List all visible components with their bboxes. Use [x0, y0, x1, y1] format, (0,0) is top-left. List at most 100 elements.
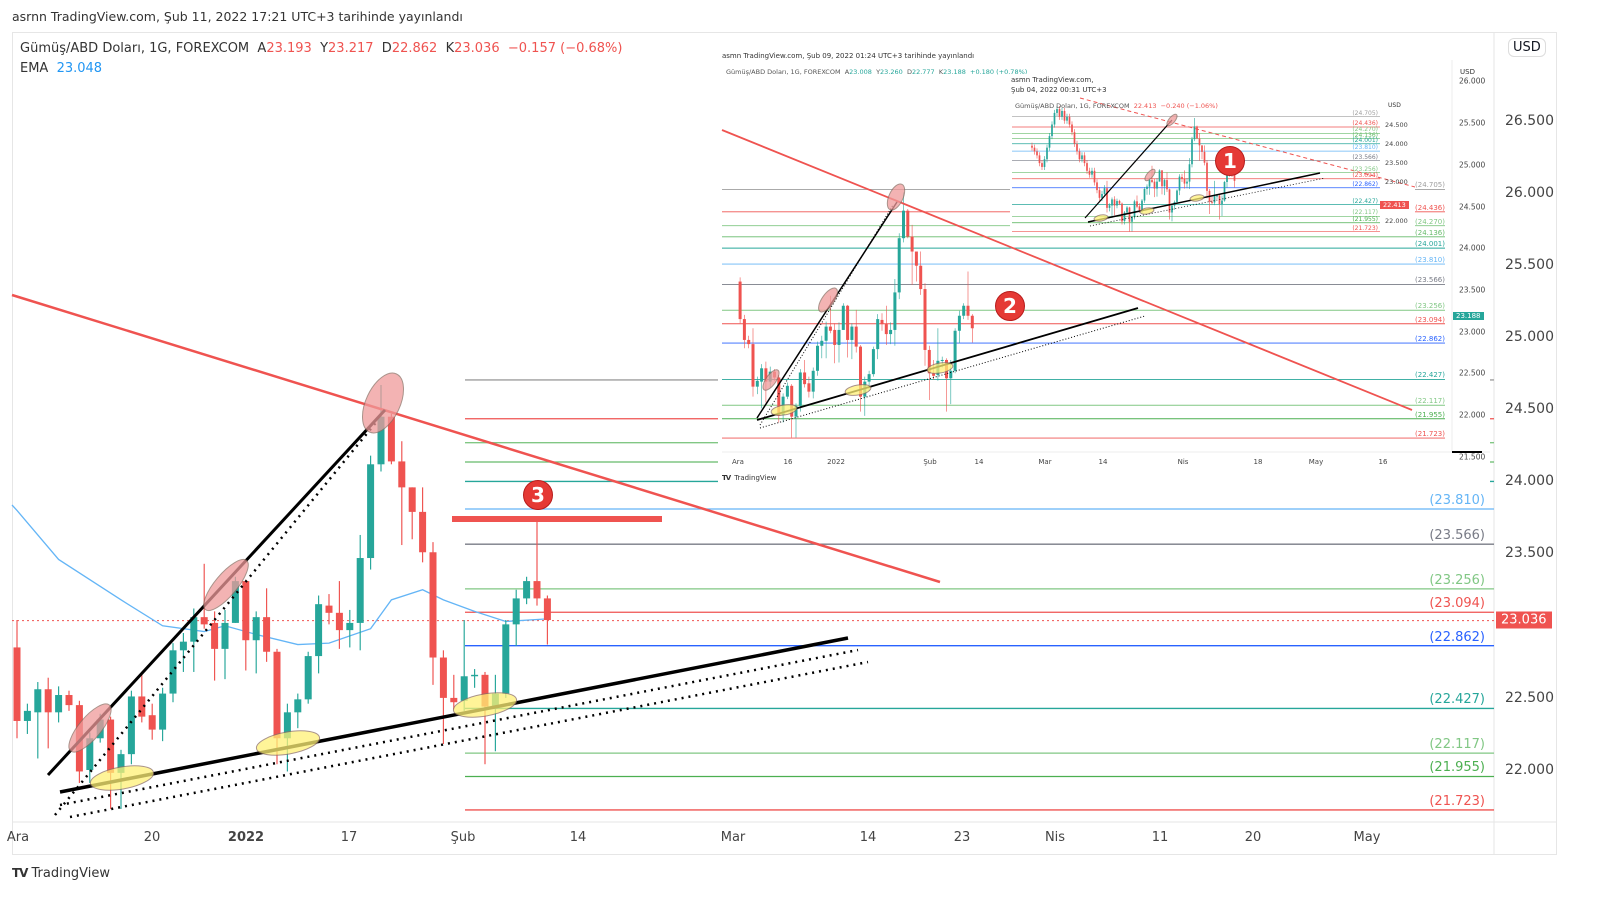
candle-body [794, 405, 798, 417]
candle-body [1191, 139, 1193, 165]
inset-current-price-badge: 23.188 [1453, 311, 1484, 320]
candle-body [1061, 110, 1063, 117]
candle-body [824, 326, 828, 341]
candle-body [1046, 147, 1048, 160]
inner-current-price-badge: 22.413 [1380, 201, 1409, 210]
candle-body [1201, 145, 1203, 152]
candle-body [1116, 200, 1118, 206]
candle-body [325, 605, 333, 613]
currency-selector[interactable]: USD [1508, 38, 1546, 57]
inset-time-axis-label: Mar [1038, 458, 1052, 466]
inset-open-label: A [844, 68, 850, 76]
touch-ellipse [255, 730, 321, 756]
candle-body [502, 624, 510, 694]
candle-body [1051, 124, 1053, 137]
inner-level-label: (24.001) [1352, 136, 1378, 144]
inset-support-dotted-line [759, 315, 1146, 429]
candle-body [481, 674, 489, 707]
ema-line [11, 504, 548, 646]
current-price-badge: 23.036 [1496, 611, 1552, 629]
candle-body [957, 315, 961, 331]
price-axis-label: 22.000 [1505, 762, 1554, 778]
inset-low-label: D [906, 68, 912, 76]
inset-touch-ellipse [886, 183, 906, 211]
time-axis-label: 14 [859, 830, 877, 845]
candle-body [1108, 205, 1111, 208]
candle-body [897, 238, 901, 293]
candle-body [1198, 138, 1201, 146]
inset-time-axis-label: Şub [923, 458, 937, 466]
candle-body [398, 461, 406, 488]
inset-symbol: Gümüş/ABD Doları, 1G, FOREXCOM [726, 68, 841, 76]
inner-touch-ellipse [1189, 194, 1205, 202]
inset-price-axis-label: 22.500 [1459, 368, 1486, 378]
inner-level-label: (22.862) [1352, 180, 1378, 188]
inner-touch-ellipse [1093, 214, 1109, 222]
inset-time-axis-label: 16 [1378, 458, 1388, 466]
level-label: (23.566) [1429, 528, 1485, 544]
inset-time-axis-label: 14 [974, 458, 984, 466]
candle-body [949, 370, 953, 379]
candle-body [367, 464, 375, 559]
rising-trend-dotted-line [54, 419, 379, 816]
inset-level-label: (22.117) [1415, 397, 1445, 406]
inset-legend: Gümüş/ABD Doları, 1G, FOREXCOM A23.008 Y… [726, 68, 1027, 76]
touch-ellipse [361, 372, 405, 434]
candle-body [1158, 170, 1161, 182]
price-axis-label: 24.500 [1505, 401, 1554, 417]
inset-close-value: 23.188 [943, 68, 966, 76]
price-axis-label: 26.000 [1505, 185, 1554, 201]
inner-level-label: (23.566) [1352, 153, 1378, 161]
marker-1: 1 [1215, 146, 1245, 176]
inset-open-value: 23.008 [849, 68, 872, 76]
level-label: (23.094) [1429, 596, 1485, 612]
candle-body [1076, 143, 1078, 152]
candle-body [1136, 201, 1138, 207]
time-axis-label: Nis [1044, 830, 1066, 845]
candle-body [1121, 203, 1123, 222]
time-axis-label: 14 [569, 830, 587, 845]
candle-body [460, 676, 468, 701]
inset-published-note: asmn TradingView.com, Şub 09, 2022 01:24… [722, 52, 975, 60]
candle-body [970, 315, 974, 329]
candle-body [117, 754, 125, 773]
candle-body [65, 695, 73, 706]
price-axis-label: 23.500 [1505, 545, 1554, 561]
candle-body [273, 651, 281, 739]
candle-body [1161, 170, 1163, 187]
candle-body [1063, 110, 1066, 121]
inset-time-axis-label: 14 [1098, 458, 1108, 466]
candle-body [828, 326, 832, 331]
inset-price-axis-label: 23.000 [1459, 327, 1486, 337]
inner-price-axis-label: 24.000 [1385, 139, 1408, 148]
candle-body [1156, 181, 1158, 189]
candle-body [387, 416, 395, 462]
candle-body [1193, 126, 1196, 140]
candle-body [533, 581, 541, 599]
time-axis-label: May [1353, 830, 1381, 845]
candle-body [833, 329, 837, 345]
candle-body [377, 416, 385, 465]
ema-label[interactable]: EMA [20, 61, 49, 76]
inner-level-label: (24.436) [1352, 119, 1378, 127]
candle-body [1131, 216, 1133, 222]
candle-body [1096, 182, 1098, 191]
candle-body [1171, 205, 1173, 213]
candle-body [889, 329, 893, 335]
inner-rising-line [1084, 119, 1173, 219]
candle-body [1138, 206, 1141, 211]
candle-body [34, 689, 42, 713]
level-label: (21.723) [1429, 793, 1485, 809]
candle-body [798, 372, 802, 406]
candle-body [1163, 180, 1166, 187]
time-axis-label: Şub [450, 830, 476, 845]
candle-body [23, 710, 31, 721]
marker-3: 3 [523, 480, 553, 510]
candle-body [953, 330, 957, 371]
candle-body [408, 487, 416, 512]
inset-time-axis-label: Nis [1177, 458, 1189, 466]
candle-body [846, 305, 850, 340]
candle-body [263, 617, 271, 652]
symbol-name[interactable]: Gümüş/ABD Doları, 1G, FOREXCOM [20, 41, 250, 56]
